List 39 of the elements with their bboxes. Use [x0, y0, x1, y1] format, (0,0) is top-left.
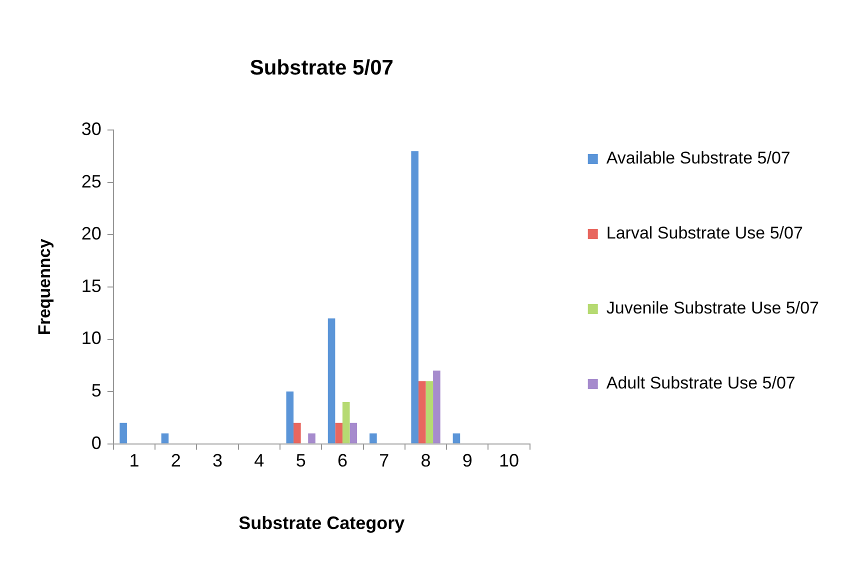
bar	[161, 433, 169, 444]
x-axis-title: Substrate Category	[238, 513, 405, 534]
chart-title: Substrate 5/07	[250, 56, 394, 80]
legend-label: Larval Substrate Use 5/07	[606, 224, 803, 243]
legend-label: Juvenile Substrate Use 5/07	[606, 298, 819, 318]
bar	[370, 433, 377, 444]
x-tick-label: 10	[499, 450, 520, 471]
x-tick-label: 9	[462, 450, 472, 471]
y-tick-label: 15	[81, 276, 102, 296]
bar	[335, 422, 342, 444]
bar	[328, 318, 336, 444]
x-tick-label: 4	[254, 450, 264, 471]
y-tick-label: 10	[81, 328, 102, 348]
x-tick-label: 8	[420, 450, 431, 471]
y-tick-label: 20	[81, 224, 102, 244]
bar	[426, 381, 434, 444]
y-tick-label: 5	[91, 380, 102, 400]
legend-label: Available Substrate 5/07	[606, 148, 790, 168]
bar	[308, 433, 316, 444]
x-tick-label: 6	[337, 450, 348, 471]
y-tick-label: 0	[91, 432, 102, 453]
bar	[433, 370, 440, 444]
bar	[120, 422, 127, 444]
x-tick-label: 2	[170, 450, 181, 471]
bar	[418, 381, 426, 444]
bar	[286, 392, 294, 444]
bar	[342, 402, 350, 444]
x-tick-label: 3	[212, 450, 223, 471]
x-tick-label: 1	[129, 450, 140, 471]
y-axis-title: Frequenncy	[34, 238, 54, 336]
y-tick-label: 30	[81, 119, 102, 140]
y-tick-label: 25	[81, 171, 102, 192]
bar	[294, 422, 301, 444]
x-tick-label: 7	[379, 450, 390, 471]
x-tick-label: 5	[296, 450, 306, 471]
bar	[411, 151, 418, 444]
legend-label: Adult Substrate Use 5/07	[606, 374, 796, 393]
bar	[350, 422, 358, 444]
bar	[452, 433, 460, 444]
